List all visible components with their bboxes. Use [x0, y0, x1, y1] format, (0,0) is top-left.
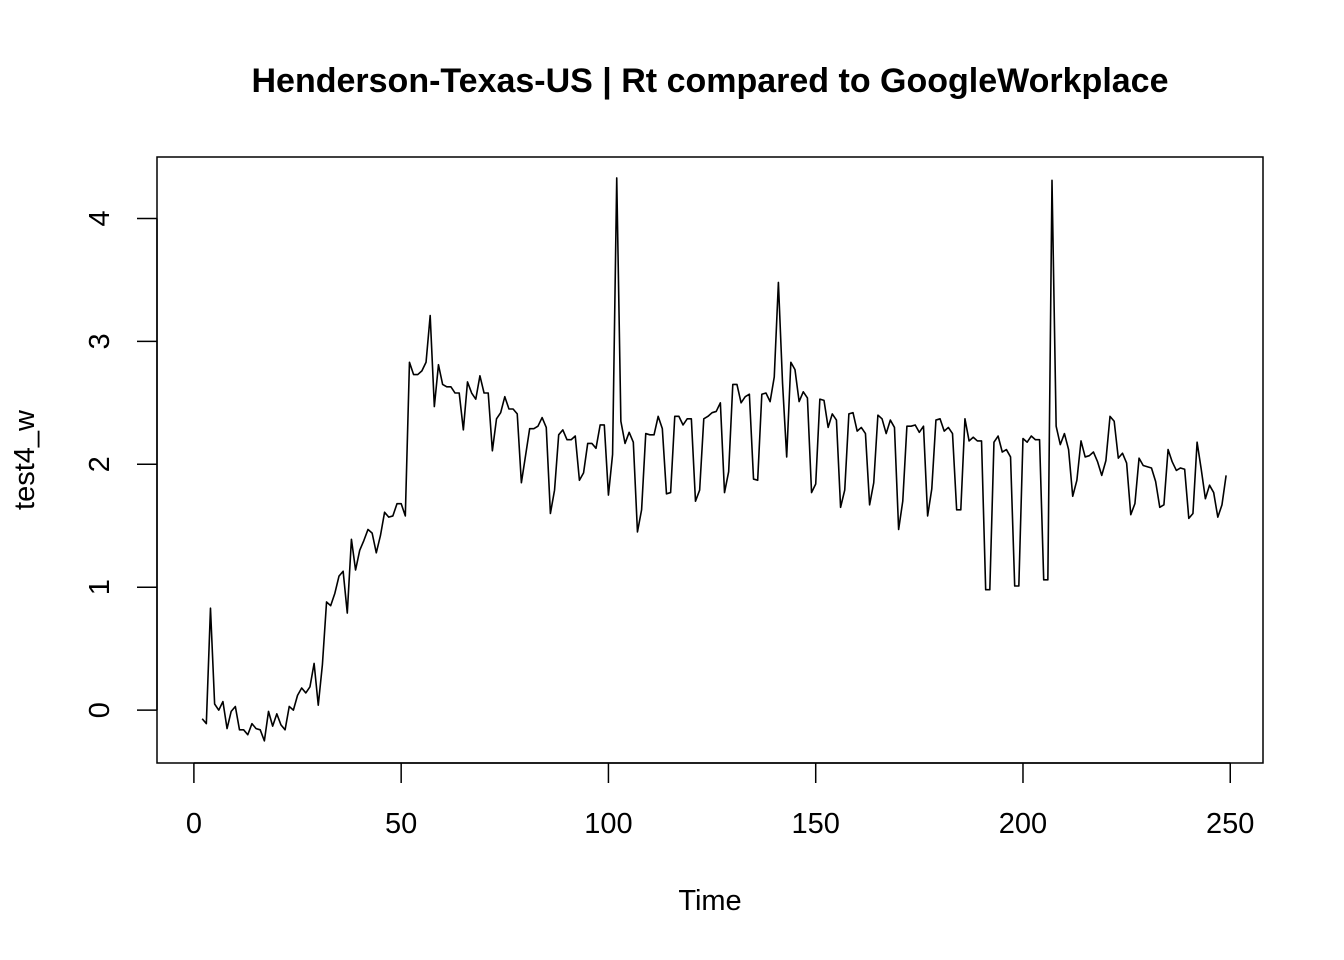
series-line — [201, 177, 1227, 742]
x-tick-label: 200 — [999, 808, 1047, 840]
x-tick-label: 150 — [792, 808, 840, 840]
x-axis: 0 50 100 150 200 250 — [186, 762, 1254, 840]
y-tick-label: 4 — [84, 210, 116, 226]
y-axis: 0 1 2 3 4 — [84, 210, 158, 718]
y-tick-label: 1 — [84, 579, 116, 595]
x-axis-label: Time — [678, 885, 741, 917]
y-tick-label: 3 — [84, 333, 116, 349]
y-tick-label: 0 — [84, 702, 116, 718]
y-axis-label: test4_w — [9, 409, 41, 510]
x-tick-label: 100 — [584, 808, 632, 840]
y-tick-label: 2 — [84, 456, 116, 472]
chart-title: Henderson-Texas-US | Rt compared to Goog… — [252, 62, 1169, 100]
x-tick-label: 250 — [1206, 808, 1254, 840]
x-tick-label: 0 — [186, 808, 202, 840]
x-tick-label: 50 — [385, 808, 417, 840]
